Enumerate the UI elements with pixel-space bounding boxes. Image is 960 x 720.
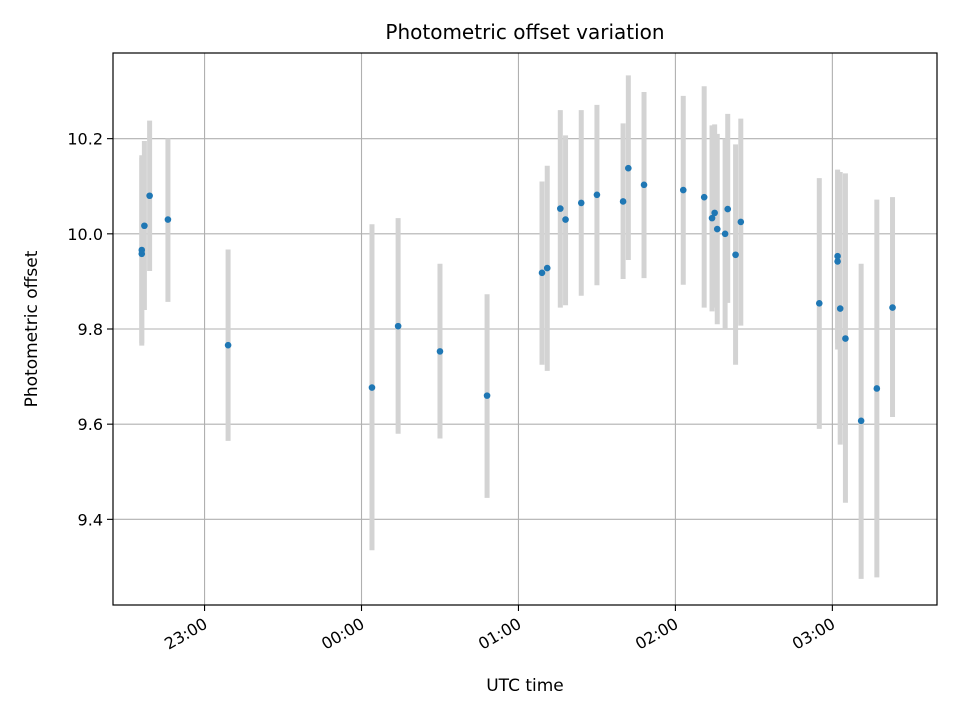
data-point [713, 225, 721, 233]
y-axis: 9.4 9.6 9.8 10.0 10.2 [67, 130, 113, 529]
data-point [483, 392, 491, 399]
data-point [873, 385, 881, 392]
data-point [836, 305, 844, 312]
data-points [138, 164, 896, 425]
y-tick-label: 10.2 [67, 130, 103, 149]
data-point [625, 164, 632, 172]
y-tick-label: 9.8 [78, 320, 103, 339]
data-point [436, 348, 444, 355]
grid [113, 53, 937, 605]
y-tick-label: 10.0 [67, 225, 103, 244]
data-point [557, 205, 564, 212]
data-point [721, 230, 729, 238]
data-point [593, 191, 601, 199]
data-point [732, 251, 739, 259]
data-point [834, 252, 841, 260]
data-point [679, 186, 687, 194]
y-axis-title: Photometric offset [22, 250, 42, 407]
data-point [708, 214, 716, 222]
data-point [224, 341, 232, 349]
data-point [619, 198, 627, 205]
data-point [737, 218, 745, 226]
data-point [724, 205, 732, 213]
data-point [138, 246, 146, 254]
data-point [538, 269, 546, 277]
data-point [889, 304, 896, 311]
data-point [711, 209, 718, 217]
data-point [700, 193, 708, 201]
data-point [394, 322, 402, 330]
data-point [640, 181, 648, 189]
y-tick-label: 9.6 [78, 415, 103, 434]
chart-title: Photometric offset variation [385, 20, 664, 44]
y-tick-label: 9.4 [78, 510, 103, 529]
data-point [146, 192, 153, 200]
data-point [543, 264, 551, 272]
data-point [577, 199, 585, 207]
data-point [857, 417, 865, 425]
data-point [141, 222, 148, 230]
data-point [834, 258, 841, 265]
x-axis-title: UTC time [486, 676, 564, 696]
data-point [842, 335, 849, 342]
data-point [815, 300, 823, 307]
data-point [368, 384, 376, 391]
data-point [164, 216, 172, 223]
data-point [562, 216, 569, 223]
